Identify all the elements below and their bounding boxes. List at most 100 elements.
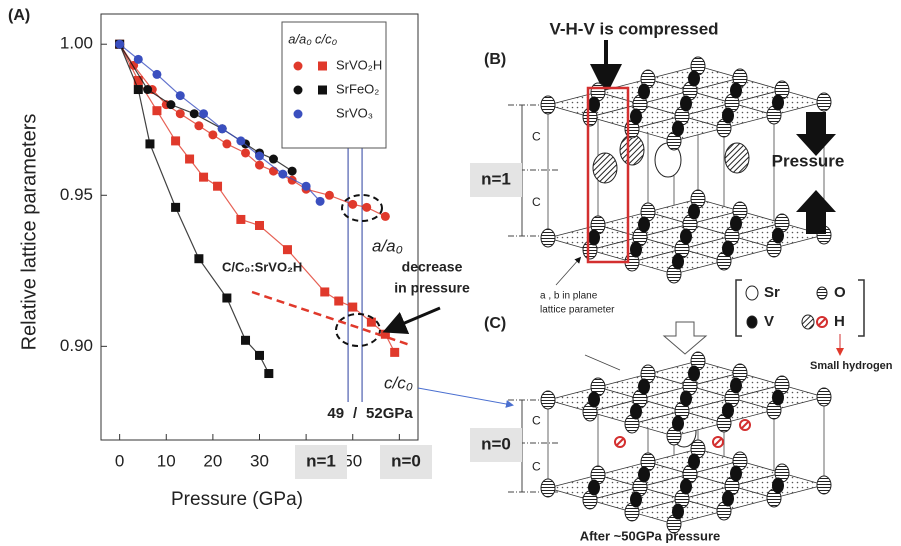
annotation: c/c₀: [384, 373, 413, 392]
legend-atom: [745, 285, 759, 301]
legend-atom: [816, 286, 828, 300]
vanadium-atom: [772, 94, 784, 111]
vanadium-atom: [730, 82, 742, 99]
data-point: [268, 166, 278, 176]
x-axis-label: Pressure (GPa): [171, 489, 303, 510]
hydrogen-atom: [592, 152, 618, 184]
y-tick-label: 1.00: [60, 34, 93, 53]
vanadium-atom: [730, 465, 742, 482]
vanadium-atom: [630, 491, 642, 508]
pressure-arrow: [796, 190, 836, 234]
vanadium-atom: [722, 402, 734, 419]
data-point: [255, 350, 264, 360]
vanadium-atom: [722, 107, 734, 124]
oxygen-atom: [816, 475, 832, 495]
transition-arrow: [662, 321, 708, 355]
legend-atom: [746, 315, 758, 329]
region-box: [295, 445, 347, 479]
oxygen-atom: [540, 228, 556, 248]
vanadium-atom: [772, 389, 784, 406]
vanadium-atom: [630, 241, 642, 258]
legend-header: c/c₀: [315, 31, 338, 46]
x-tick-label: 50: [343, 451, 362, 470]
panel-label: (C): [484, 315, 506, 332]
data-point: [380, 329, 390, 339]
pressure-label: Pressure: [772, 151, 845, 170]
legend-marker: [293, 109, 303, 119]
legend-marker: [318, 61, 327, 71]
legend-atom: [818, 318, 826, 326]
vanadium-atom: [722, 490, 734, 507]
vanadium-atom: [680, 95, 692, 112]
legend-bracket: [735, 279, 865, 337]
y-tick-label: 0.95: [60, 185, 93, 204]
note: a , b in plane: [540, 291, 598, 302]
data-point: [390, 347, 400, 357]
oxygen-atom: [540, 390, 556, 410]
data-point: [362, 202, 372, 212]
arrow: [382, 306, 441, 335]
oxygen-atom: [816, 387, 832, 407]
data-point: [199, 172, 209, 182]
legend-marker: [293, 85, 303, 95]
legend-box: [281, 21, 387, 149]
panel-label: (A): [8, 7, 30, 24]
hydrogen-atom: [724, 142, 750, 174]
data-point: [236, 136, 246, 146]
vanadium-atom: [680, 228, 692, 245]
note: Small hydrogen: [810, 360, 893, 372]
data-point: [171, 202, 181, 212]
data-point: [166, 100, 176, 110]
region-label: n=0: [391, 451, 421, 470]
panel-label: (B): [484, 51, 506, 68]
data-point: [222, 139, 232, 149]
data-point: [348, 302, 358, 312]
vanadium-atom: [730, 377, 742, 394]
legend-label: H: [834, 313, 845, 330]
data-point: [236, 214, 246, 224]
data-point: [380, 211, 390, 221]
data-point: [282, 245, 292, 255]
x-tick-label: 0: [115, 451, 124, 470]
vanadium-atom: [588, 229, 600, 246]
data-point: [217, 124, 227, 134]
data-point: [143, 85, 153, 95]
oxygen-atom: [540, 95, 556, 115]
note: lattice parameter: [540, 305, 615, 316]
hydrogen-atom: [741, 421, 749, 429]
arrow: [417, 387, 514, 408]
highlight: [335, 313, 381, 347]
region-box: [470, 428, 522, 462]
highlight: [341, 194, 383, 222]
pointer: [555, 256, 582, 286]
vanadium-atom: [688, 70, 700, 87]
annotation: in pressure: [394, 280, 470, 296]
vanadium-atom: [638, 83, 650, 100]
data-point: [348, 199, 358, 209]
data-point: [264, 369, 274, 379]
vanadium-atom: [638, 378, 650, 395]
x-tick-label: 30: [250, 451, 269, 470]
vanadium-atom: [688, 365, 700, 382]
caption: After ~50GPa pressure: [580, 528, 721, 543]
data-point: [185, 154, 195, 164]
hydrogen-atom: [714, 438, 722, 446]
y-tick-label: 0.90: [60, 336, 93, 355]
pressure-arrow: [796, 112, 836, 156]
x-tick-label: 10: [157, 451, 176, 470]
data-point: [152, 69, 162, 79]
vanadium-atom: [772, 477, 784, 494]
annotation: decrease: [402, 259, 463, 275]
data-point: [301, 181, 311, 191]
annotation: a/a₀: [372, 236, 403, 255]
region-label: n=1: [306, 451, 336, 470]
data-point: [133, 75, 143, 85]
annotation: C/C₀:SrVO₂H: [222, 259, 302, 274]
vanadium-atom: [688, 453, 700, 470]
vanadium-atom: [688, 203, 700, 220]
vanadium-atom: [680, 478, 692, 495]
legend-label: Sr: [764, 284, 780, 301]
data-point: [175, 91, 185, 101]
data-point: [194, 254, 204, 264]
vanadium-atom: [588, 391, 600, 408]
